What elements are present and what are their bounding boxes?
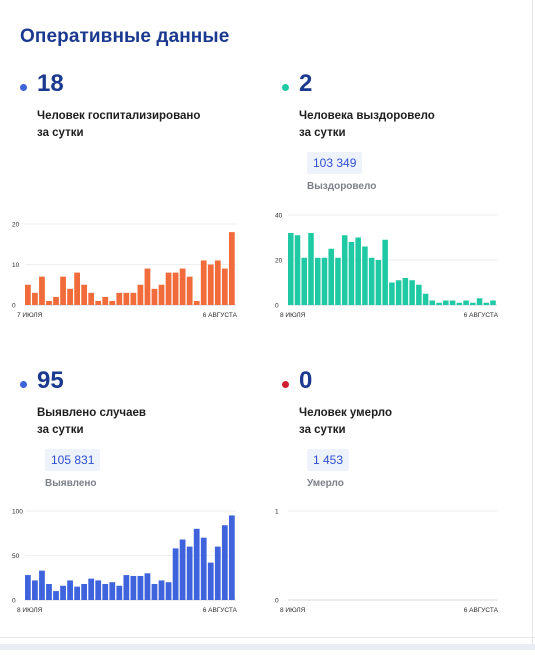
hospitalized-daily-count: 18 [37,70,64,97]
deaths-card: 0 Человек умерло за сутки 1 453 Умерло [282,367,522,667]
frame-border-right [532,0,533,650]
recovered-total-label: Выздоровело [307,181,377,192]
hospitalized-dot [20,84,27,91]
hospitalized-description: Человек госпитализировано за сутки [37,108,237,142]
detected-total-label: Выявлено [45,478,97,489]
detected-description: Выявлено случаев за сутки [37,405,237,439]
recovered-ytick-label: 0 [275,302,279,309]
frame-border-bottom [0,637,535,638]
recovered-desc-line2: за сутки [299,127,346,139]
deaths-description: Человек умерло за сутки [299,405,499,439]
deaths-daily-count: 0 [299,367,313,394]
detected-ytick-label: 50 [12,553,20,560]
recovered-total-badge: 103 349 [307,152,363,174]
hospitalized-desc-line1: Человек госпитализировано [37,110,201,122]
detected-total-badge: 105 831 [45,449,101,471]
page-title: Оперативные данные [20,26,230,47]
hospitalized-ytick-label: 0 [12,302,16,309]
recovered-card: 2 Человека выздоровело за сутки 103 349 … [282,70,522,370]
hospitalized-card: 18 Человек госпитализировано за сутки [20,70,260,370]
deaths-total-badge: 1 453 [307,449,350,471]
detected-card: 95 Выявлено случаев за сутки 105 831 Выя… [20,367,260,667]
detected-daily-count: 95 [37,367,64,394]
hospitalized-ytick-label: 10 [12,262,20,269]
recovered-desc-line1: Человека выздоровело [299,110,435,122]
detected-desc-line2: за сутки [37,424,84,436]
hospitalized-desc-line2: за сутки [37,127,84,139]
detected-ytick-label: 0 [12,597,16,604]
detected-desc-line1: Выявлено случаев [37,407,146,419]
deaths-desc-line2: за сутки [299,424,346,436]
recovered-dot [282,84,289,91]
deaths-dot [282,381,289,388]
deaths-ytick-label: 0 [275,597,279,604]
frame-bottom-strip [0,644,535,650]
hospitalized-ytick-label: 20 [12,221,20,228]
recovered-daily-count: 2 [299,70,313,97]
recovered-description: Человека выздоровело за сутки [299,108,499,142]
deaths-total-label: Умерло [307,478,344,489]
detected-dot [20,381,27,388]
deaths-desc-line1: Человек умерло [299,407,392,419]
deaths-ytick-label: 1 [275,508,279,515]
